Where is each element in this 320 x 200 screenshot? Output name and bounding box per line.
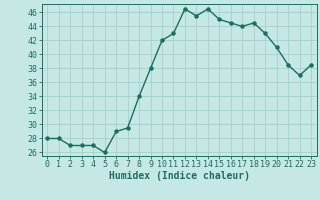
X-axis label: Humidex (Indice chaleur): Humidex (Indice chaleur) [109, 171, 250, 181]
